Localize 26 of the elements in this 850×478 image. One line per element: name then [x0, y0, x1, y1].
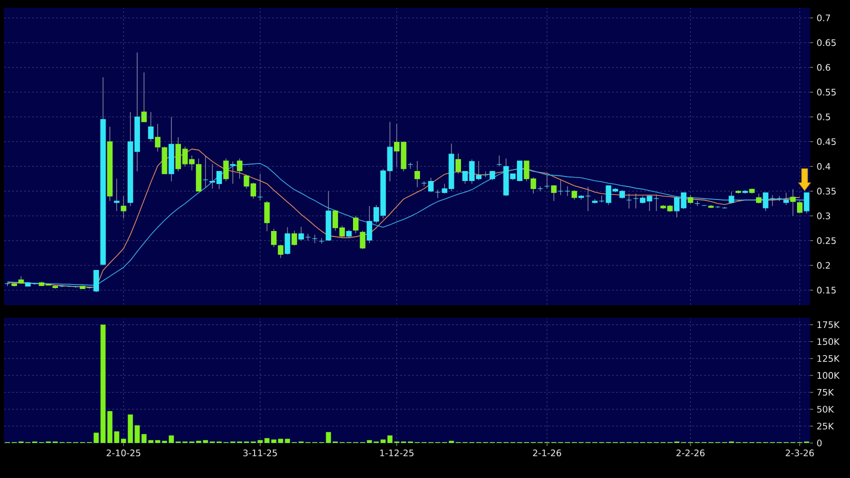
x-tick-label: 1-12-25	[380, 450, 414, 456]
y-tick-label: 175K	[818, 321, 840, 328]
x-tick-label: 3-11-25	[243, 450, 277, 456]
y-tick-label: 125K	[818, 355, 840, 362]
y-tick-label: 0.45	[817, 138, 836, 146]
y-tick-label: 100K	[818, 372, 840, 379]
y-tick-label: 25K	[817, 422, 834, 430]
y-tick-label: 0.4	[817, 163, 830, 170]
y-tick-label: 150K	[818, 338, 840, 346]
y-tick-label: 0.35	[817, 188, 836, 195]
y-tick-label: 75K	[817, 389, 834, 396]
x-tick-label: 2-3-26	[786, 450, 814, 456]
y-tick-label: 0.3	[817, 212, 830, 220]
x-tick-label: 2-10-25	[106, 450, 140, 456]
y-tick-label: 0	[817, 440, 822, 446]
y-tick-label: 0.5	[817, 114, 830, 120]
y-tick-label: 0.15	[817, 286, 836, 294]
y-tick-label: 0.6	[817, 64, 830, 71]
y-tick-label: 0.7	[817, 14, 830, 22]
y-tick-label: 0.65	[817, 39, 836, 46]
y-tick-label: 50K	[817, 406, 834, 413]
y-tick-label: 0.55	[817, 88, 836, 96]
y-tick-label: 0.25	[817, 237, 836, 244]
x-tick-label: 2-1-26	[533, 450, 562, 456]
x-tick-label: 2-2-26	[676, 450, 705, 456]
y-tick-label: 0.2	[817, 262, 830, 269]
